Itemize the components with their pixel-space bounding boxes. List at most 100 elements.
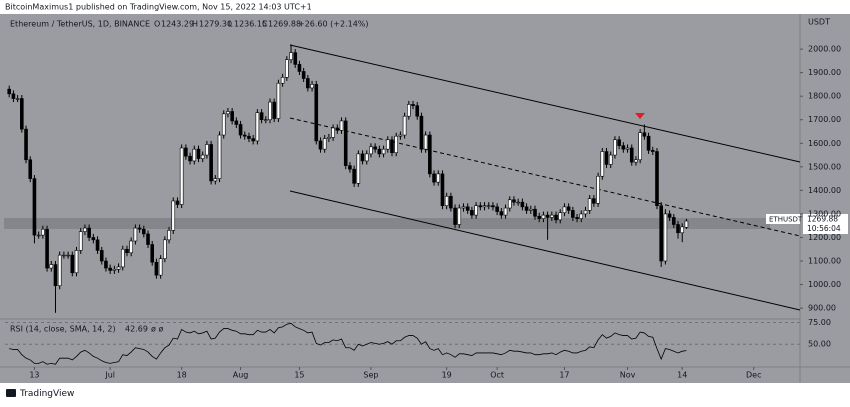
candle-body — [655, 151, 659, 206]
candle-body — [419, 115, 424, 150]
candle-body — [352, 168, 356, 184]
candle-body — [95, 239, 100, 251]
candle-body — [436, 173, 441, 183]
candle-body — [663, 213, 668, 262]
candle-body — [242, 134, 247, 137]
ohlc-value: 1279.30 — [199, 20, 232, 29]
candle-body — [360, 153, 365, 162]
y-tick-label: 2000.00 — [808, 45, 841, 54]
candle-body — [259, 112, 264, 121]
footer-logo: TradingView — [6, 389, 74, 399]
candle-body — [297, 64, 302, 72]
candle-body — [238, 124, 243, 136]
y-tick-label: 900.00 — [808, 304, 836, 313]
candle-body — [684, 220, 689, 228]
candle-body — [142, 228, 146, 235]
candle-body — [217, 134, 222, 179]
candle-body — [150, 244, 155, 263]
ohlc-value: 1269.88 — [268, 20, 301, 29]
candle-body — [592, 198, 596, 204]
candle-body — [200, 154, 205, 159]
candle-body — [465, 206, 470, 211]
candle-body — [461, 206, 466, 209]
rsi-tick-label: 50.00 — [808, 340, 831, 349]
candle-body — [335, 127, 340, 131]
candle-body — [91, 237, 96, 241]
candle-body — [558, 212, 563, 221]
publisher: BitcoinMaximus1 published on TradingView… — [5, 3, 312, 12]
ohlc-letter: O — [154, 20, 160, 29]
price-tag-value: 1269.88 — [807, 215, 838, 224]
candle-body — [28, 159, 33, 179]
candle-body — [575, 217, 579, 219]
candle-body — [402, 115, 407, 136]
candle-body — [99, 250, 104, 262]
candle-body — [516, 201, 520, 204]
candle-body — [650, 150, 655, 152]
ohlc-letter: H — [192, 20, 198, 29]
candle-body — [87, 227, 91, 238]
y-tick-label: 1200.00 — [808, 233, 841, 242]
candle-body — [587, 198, 592, 211]
candle-body — [293, 52, 298, 65]
candle-body — [112, 268, 117, 271]
candle-body — [415, 105, 420, 117]
candle-body — [541, 214, 546, 219]
y-tick-label: 1500.00 — [808, 162, 841, 171]
candle-body — [621, 145, 626, 150]
candle-body — [377, 148, 382, 155]
candle-body — [83, 227, 87, 232]
candle-body — [470, 210, 474, 216]
rsi-tick-label: 75.00 — [808, 318, 831, 327]
x-tick-label: 15 — [294, 371, 304, 380]
candle-body — [398, 134, 403, 137]
rsi-line — [9, 322, 687, 365]
candle-body — [676, 224, 680, 234]
candle-body — [596, 175, 600, 204]
candle-body — [499, 211, 504, 216]
candle-body — [171, 200, 176, 231]
footer-text: TradingView — [19, 389, 74, 399]
candle-body — [486, 205, 491, 207]
candle-body — [642, 132, 647, 137]
symbol-tag — [766, 214, 800, 224]
symbol-title: Ethereum / TetherUS, 1D, BINANCE — [10, 20, 150, 29]
candle-body — [213, 178, 218, 182]
candle-body — [24, 128, 28, 161]
support-zone — [4, 218, 770, 229]
candle-body — [251, 138, 255, 142]
candle-body — [230, 111, 234, 122]
candle-body — [285, 59, 289, 78]
candle-body — [613, 139, 617, 156]
candle-body — [478, 205, 483, 208]
candle-body — [428, 134, 432, 175]
x-tick-label: Oct — [490, 371, 504, 380]
candle-body — [432, 173, 436, 183]
candle-body — [545, 214, 550, 218]
candle-body — [41, 228, 45, 236]
candle-body — [57, 254, 62, 287]
candle-body — [36, 234, 41, 237]
candle-body — [318, 140, 323, 150]
candle-body — [423, 134, 428, 150]
candle-body — [600, 151, 605, 177]
y-tick-label: 1000.00 — [808, 280, 841, 289]
top-marker — [635, 113, 645, 119]
price-tag-countdown: 10:56:04 — [807, 224, 841, 233]
candle-body — [184, 147, 188, 157]
ohlc-letter: L — [228, 20, 233, 29]
candle-body — [280, 77, 285, 84]
candle-body — [125, 248, 129, 254]
candle-body — [356, 153, 361, 184]
candle-body — [116, 266, 121, 270]
candle-body — [175, 200, 180, 205]
candle-body — [196, 148, 201, 159]
candle-body — [533, 208, 537, 217]
channel-middle — [289, 117, 801, 237]
candle-body — [634, 159, 638, 163]
candle-body — [53, 264, 58, 287]
candle-body — [503, 207, 508, 216]
candle-body — [120, 248, 125, 268]
candle-body — [49, 264, 54, 269]
